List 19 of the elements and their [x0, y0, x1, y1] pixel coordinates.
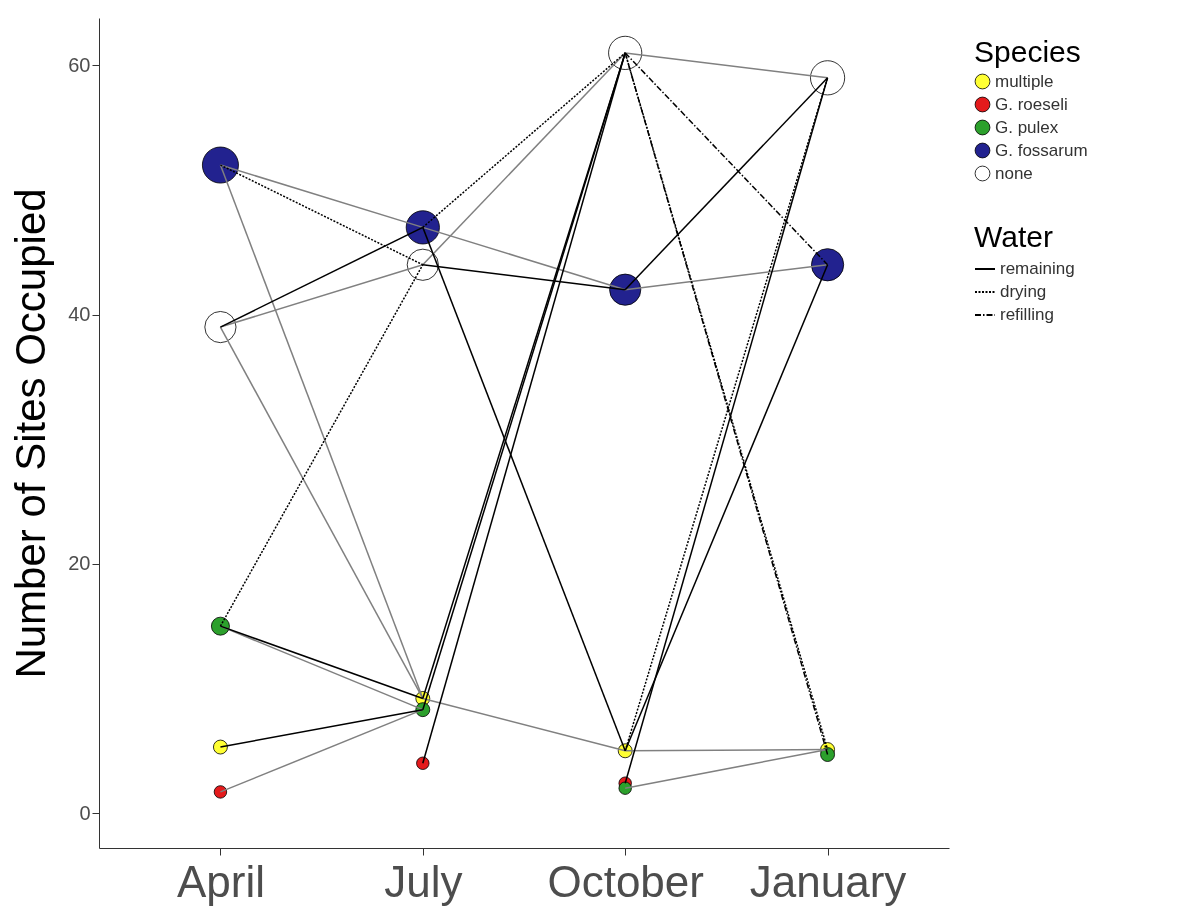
legend-label: G. roeseli [995, 94, 1068, 114]
text: Water [974, 220, 1053, 253]
y-tick-label: 20 [68, 552, 91, 575]
x-tick-label: January [749, 856, 907, 906]
legend-label: none [995, 163, 1033, 183]
legend-label: refilling [1000, 305, 1054, 324]
legend-label: G. fossarum [995, 140, 1088, 160]
x-tick-label: October [547, 856, 704, 906]
legend-label: G. pulex [995, 117, 1059, 137]
y-tick-label: 60 [68, 53, 91, 76]
legend-label: remaining [1000, 259, 1075, 278]
x-tick-label: July [384, 856, 463, 906]
legend-label: multiple [995, 71, 1054, 91]
y-axis-title: Number of Sites Occupied [7, 188, 55, 679]
x-tick-label: April [176, 856, 265, 906]
legend-label: drying [1000, 282, 1047, 301]
legend-title: Species [974, 35, 1081, 68]
y-tick-label: 0 [79, 801, 91, 824]
y-tick-label: 40 [68, 303, 91, 326]
